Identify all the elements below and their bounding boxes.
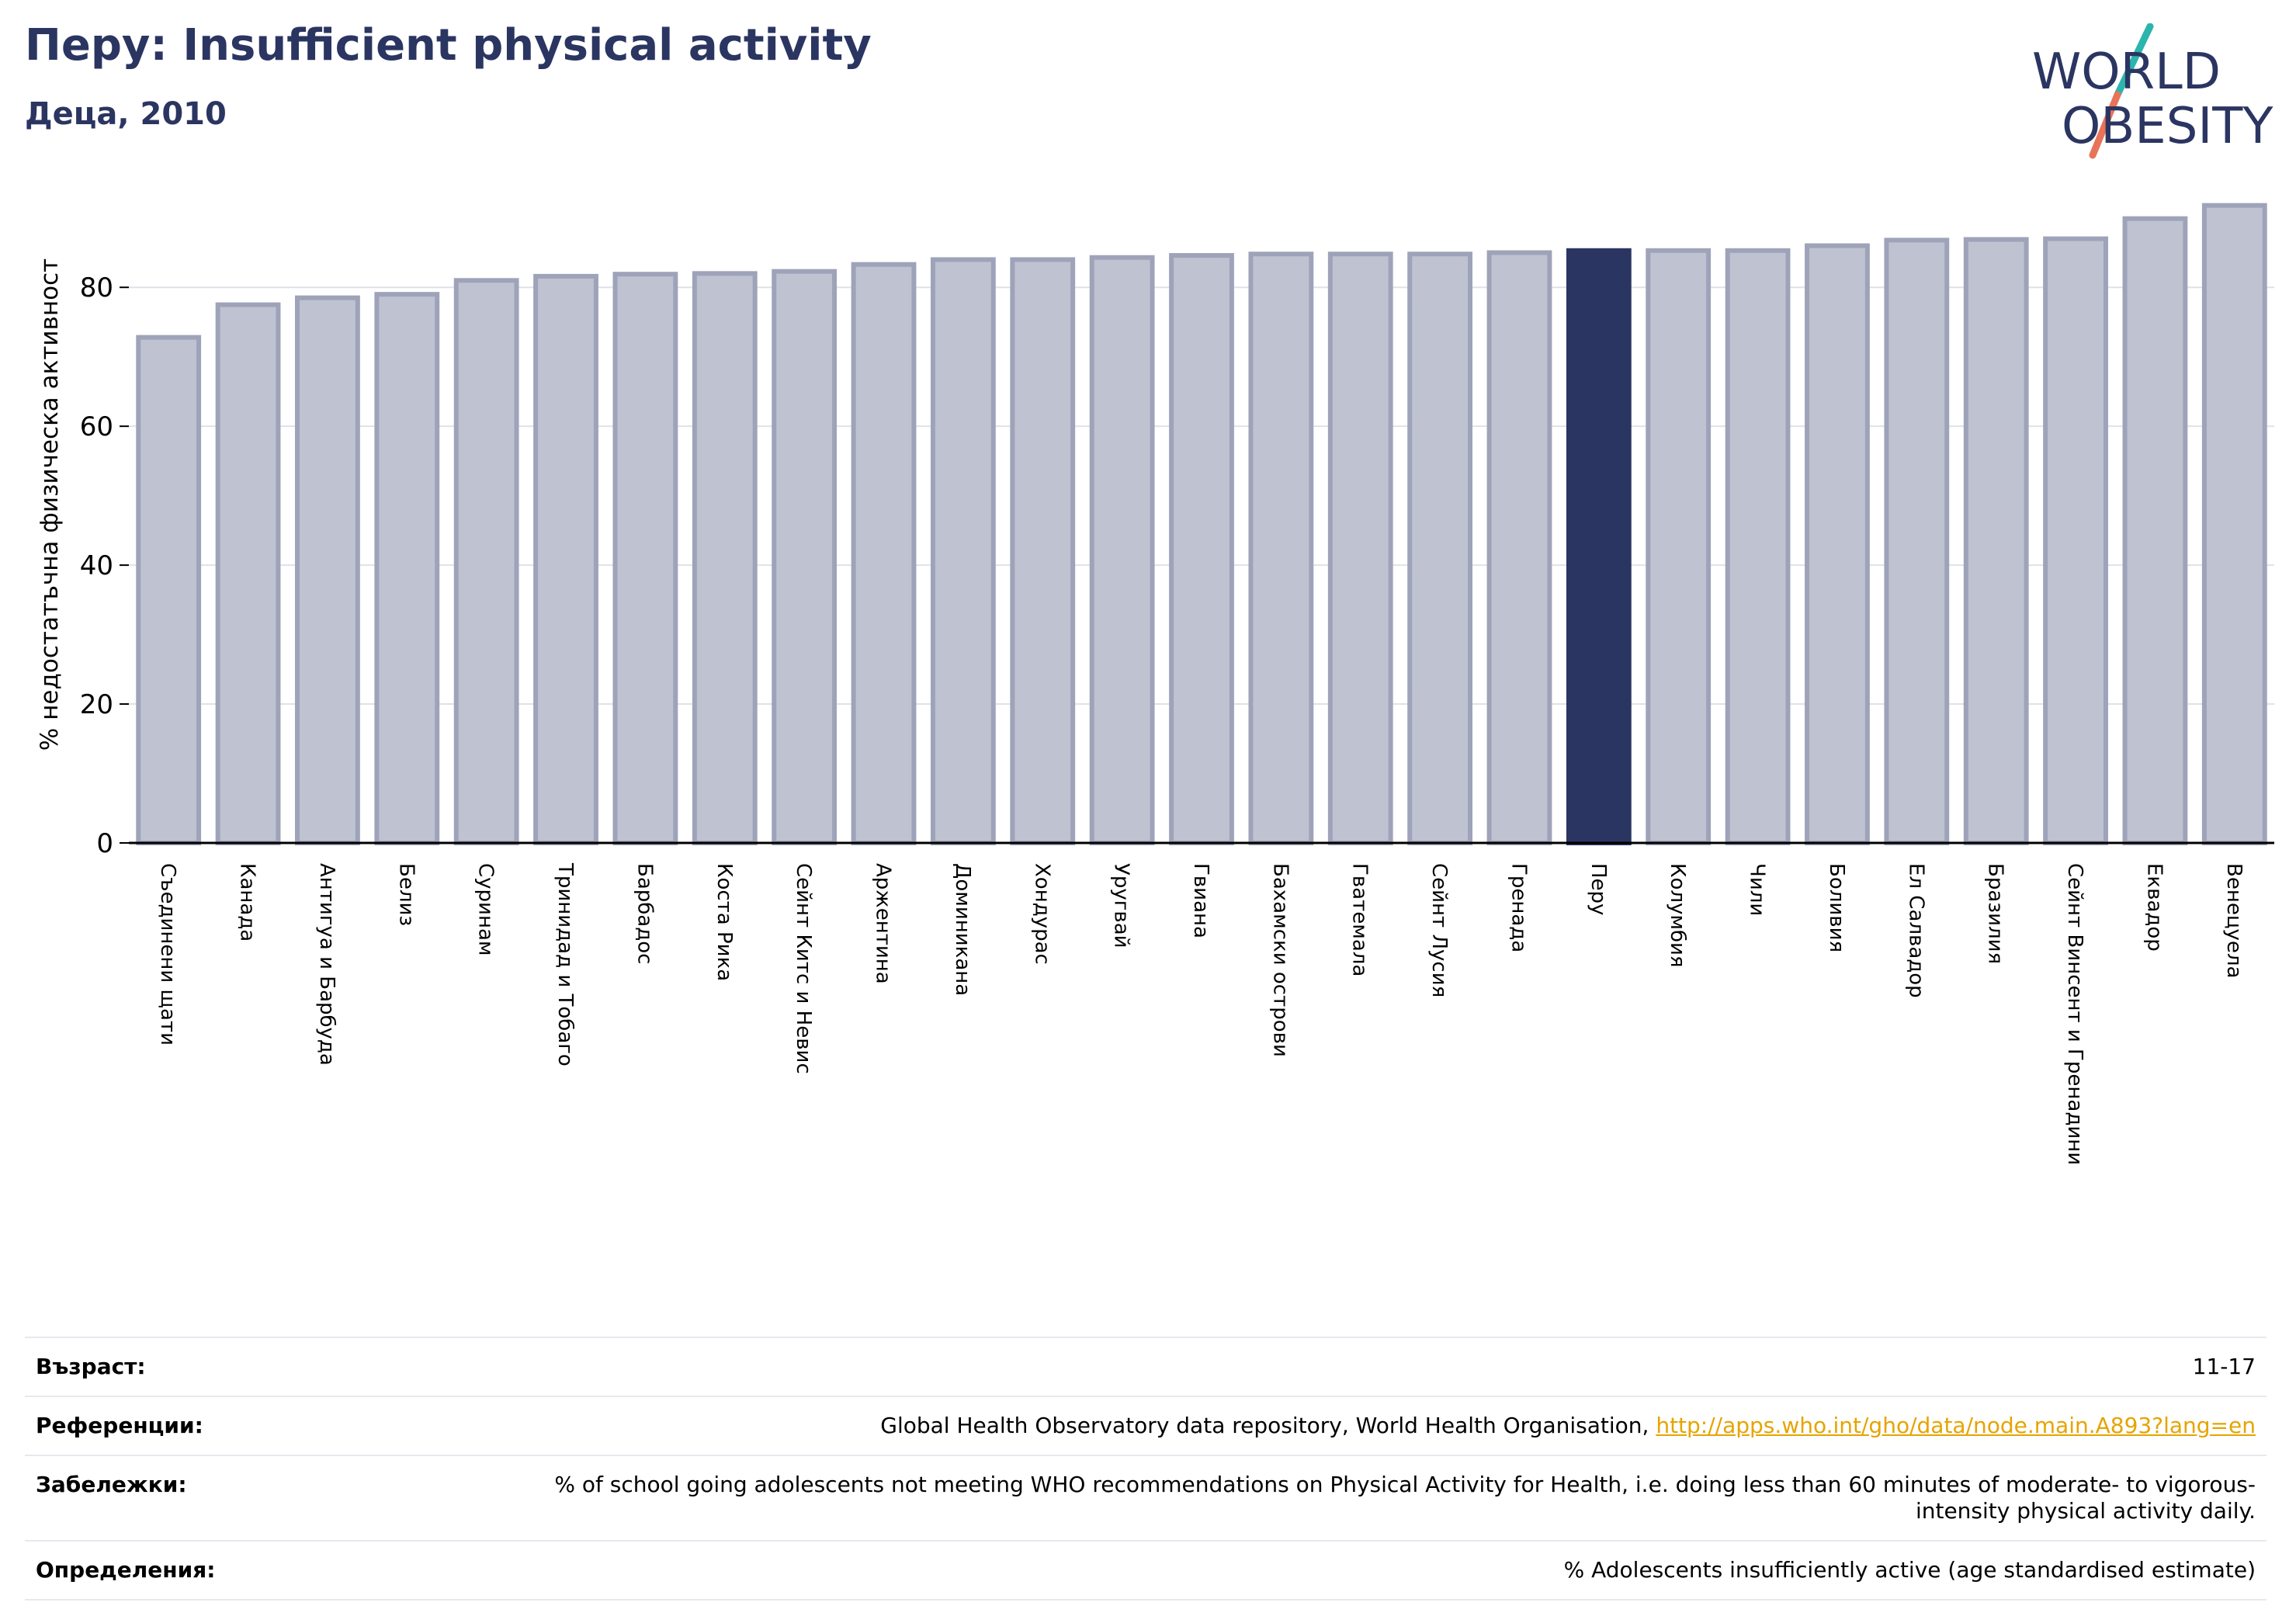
y-tick-label: 80: [80, 272, 113, 303]
bar-23: [1963, 237, 2029, 845]
bars: [136, 203, 2267, 846]
bar-0: [136, 335, 202, 845]
bar-16: [1407, 251, 1473, 845]
x-tick-label: Гренада: [1507, 863, 1530, 952]
bar-22: [1884, 238, 1950, 845]
reference-link[interactable]: http://apps.who.int/gho/data/node.main.A…: [1656, 1413, 2256, 1438]
bar-6: [612, 272, 678, 846]
bar-4: [453, 278, 519, 845]
x-tick-label: Гвиана: [1189, 863, 1212, 938]
meta-value: % Adolescents insufficiently active (age…: [1563, 1557, 2256, 1583]
y-tick-label: 0: [96, 828, 113, 859]
meta-row: Определения: % Adolescents insufficiently…: [25, 1541, 2267, 1600]
meta-label: Забележки:: [36, 1472, 187, 1497]
bar-26: [2201, 203, 2267, 845]
x-tick-label: Белиз: [394, 863, 418, 926]
bar-20: [1725, 248, 1791, 845]
y-tick-label: 20: [80, 689, 113, 720]
meta-row: Референции: Global Health Observatory dat…: [25, 1396, 2267, 1455]
bar-17: [1486, 250, 1552, 845]
bar-chart: Съединени щати Канада Антигуа и Барбуда Бел…: [36, 203, 2274, 1165]
x-tick-label: Сейнт Лусия: [1427, 863, 1451, 997]
x-tick-label: Суринам: [474, 863, 498, 956]
logo-line1: WORLD: [2032, 43, 2221, 101]
x-tick-label: Доминикана: [951, 863, 974, 996]
bar-19: [1646, 248, 1712, 845]
meta-value: 11-17: [2192, 1354, 2256, 1379]
meta-row: Забележки: % of school going adolescents …: [25, 1455, 2267, 1541]
world-obesity-logo: WORLD OBESITY: [2032, 23, 2273, 159]
meta-label: Определения:: [36, 1557, 216, 1583]
x-tick-label: Уругвай: [1110, 863, 1133, 948]
bar-18: [1566, 248, 1632, 845]
x-tick-label: Съединени щати: [156, 863, 179, 1046]
y-tick-label: 40: [80, 550, 113, 581]
x-tick-label: Боливия: [1825, 863, 1848, 952]
bar-13: [1169, 253, 1234, 846]
x-tick-label: Антигуа и Барбуда: [315, 863, 338, 1066]
x-tick-label: Гватемала: [1348, 863, 1372, 976]
bar-10: [930, 257, 996, 845]
x-tick-label: Колумбия: [1666, 863, 1689, 968]
x-tick-label: Еквадор: [2142, 863, 2166, 952]
y-tick-labels: 0 20 40 60 80: [80, 272, 113, 859]
x-tick-label: Барбадос: [633, 863, 656, 964]
x-tick-label: Венецуела: [2222, 863, 2246, 978]
meta-value: % of school going adolescents not meetin…: [554, 1472, 2256, 1524]
logo-line2: OBESITY: [2062, 98, 2273, 155]
bar-3: [374, 292, 440, 845]
x-tick-label: Ел Салвадор: [1904, 863, 1927, 998]
x-tick-label: Сейнт Винсент и Гренадини: [2063, 863, 2086, 1165]
meta-label: Референции:: [36, 1413, 203, 1438]
bar-1: [215, 302, 281, 846]
bar-7: [692, 271, 758, 845]
bar-2: [295, 295, 360, 845]
x-tick-label: Сейнт Китс и Невис: [792, 863, 815, 1074]
x-tick-label: Хондурас: [1030, 863, 1053, 965]
bar-25: [2122, 216, 2188, 845]
y-axis-label: % недостатъчна физическа активност: [36, 258, 64, 751]
bar-12: [1089, 255, 1155, 846]
bar-8: [772, 269, 838, 845]
x-tick-label: Коста Рика: [713, 863, 736, 981]
meta-value: Global Health Observatory data repositor…: [880, 1413, 2256, 1438]
x-tick-label: Канада: [236, 863, 259, 942]
metadata-table: Възраст: 11-17 Референции: Global Health Ob…: [25, 1337, 2267, 1600]
bar-24: [2043, 236, 2108, 846]
bar-14: [1248, 251, 1314, 845]
x-tick-labels: Съединени щати Канада Антигуа и Барбуда Бел…: [156, 862, 2246, 1165]
bar-21: [1805, 243, 1870, 845]
bar-11: [1010, 257, 1076, 845]
x-tick-label: Перу: [1587, 863, 1610, 915]
meta-label: Възраст:: [36, 1354, 146, 1379]
page-subtitle: Деца, 2010: [25, 96, 227, 132]
x-tick-label: Бахамски острови: [1268, 863, 1292, 1057]
y-tick-label: 60: [80, 411, 113, 442]
x-tick-label: Бразилия: [1984, 863, 2007, 964]
x-tick-label: Чили: [1746, 863, 1769, 916]
bar-5: [533, 273, 598, 846]
meta-row: Възраст: 11-17: [25, 1337, 2267, 1396]
x-tick-label: Аржентина: [872, 863, 895, 984]
x-tick-label: Тринидад и Тобаго: [553, 862, 577, 1066]
bar-9: [851, 262, 917, 845]
bar-15: [1327, 251, 1393, 845]
page-title: Перу: Insufficient physical activity: [25, 20, 872, 71]
